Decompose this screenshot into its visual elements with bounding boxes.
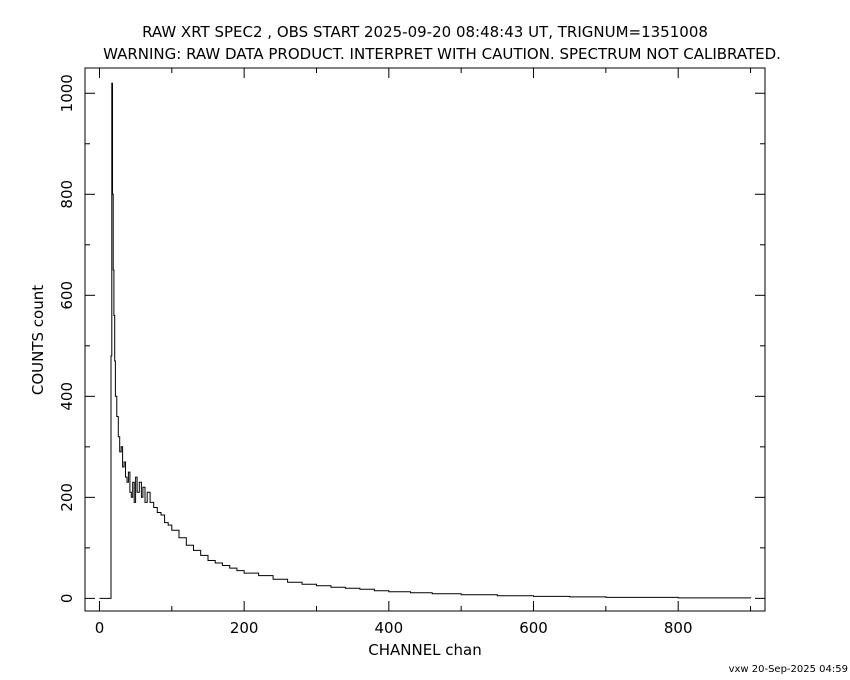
- x-tick-label: 0: [95, 619, 105, 637]
- y-tick-label: 1000: [58, 74, 76, 112]
- x-tick-label: 400: [375, 619, 404, 637]
- axis-ticks: [85, 68, 765, 611]
- y-tick-label: 400: [58, 382, 76, 411]
- x-tick-label: 200: [230, 619, 259, 637]
- chart-title: RAW XRT SPEC2 , OBS START 2025-09-20 08:…: [142, 23, 708, 41]
- x-tick-label: 600: [519, 619, 548, 637]
- spectrum-line: [99, 82, 751, 599]
- y-tick-label: 600: [58, 281, 76, 310]
- x-tick-labels: 0 200 400 600 800: [95, 619, 693, 637]
- y-axis-label: COUNTS count: [29, 285, 47, 395]
- y-tick-label: 800: [58, 180, 76, 209]
- y-tick-labels: 0 200 400 600 800 1000: [58, 74, 76, 603]
- x-axis-label: CHANNEL chan: [368, 641, 482, 659]
- x-tick-label: 800: [664, 619, 693, 637]
- y-tick-label: 0: [58, 594, 76, 604]
- chart-subtitle: WARNING: RAW DATA PRODUCT. INTERPRET WIT…: [103, 45, 781, 63]
- plot-frame: [84, 67, 766, 612]
- footer-timestamp: vxw 20-Sep-2025 04:59: [729, 664, 848, 675]
- y-tick-label: 200: [58, 483, 76, 512]
